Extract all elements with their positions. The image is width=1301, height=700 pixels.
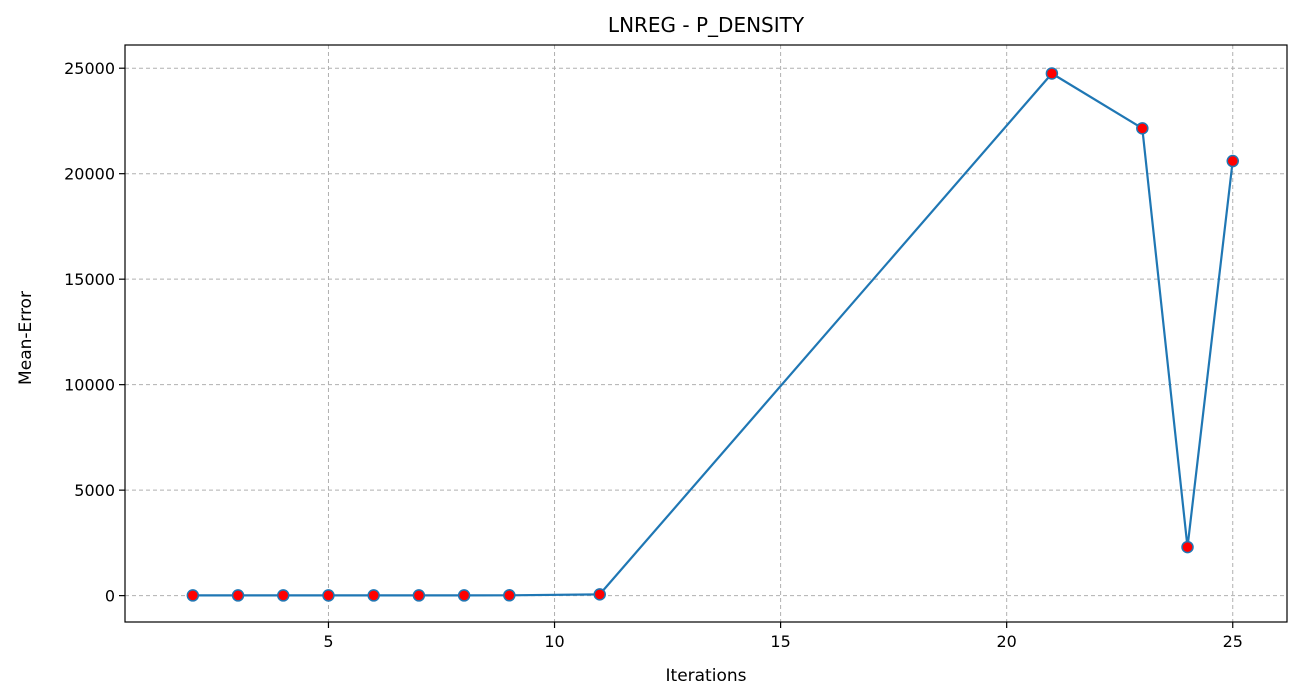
data-point bbox=[1136, 122, 1149, 135]
x-axis-label: Iterations bbox=[666, 666, 747, 686]
data-point bbox=[367, 589, 380, 602]
x-tick-label: 20 bbox=[996, 632, 1016, 651]
data-point bbox=[457, 589, 471, 602]
data-point bbox=[1181, 540, 1194, 554]
plot-frame bbox=[124, 44, 1288, 623]
data-point bbox=[276, 589, 290, 602]
y-tick-label: 5000 bbox=[74, 481, 115, 500]
data-point bbox=[231, 589, 245, 602]
data-point bbox=[1045, 67, 1059, 80]
y-tick-label: 25000 bbox=[64, 59, 115, 78]
series-layer bbox=[186, 67, 1239, 602]
y-tick-label: 20000 bbox=[64, 165, 115, 184]
data-point bbox=[322, 589, 335, 602]
y-tick-label: 0 bbox=[105, 587, 115, 606]
x-tick-label: 15 bbox=[770, 632, 790, 651]
y-tick-label: 10000 bbox=[64, 376, 115, 395]
x-tick-label: 10 bbox=[544, 632, 564, 651]
data-point bbox=[186, 589, 200, 602]
chart-title: LNREG - P_DENSITY bbox=[608, 13, 805, 37]
y-tick-label: 15000 bbox=[64, 270, 115, 289]
y-axis-label: Mean-Error bbox=[16, 291, 36, 385]
x-tick-label: 5 bbox=[323, 632, 333, 651]
data-point bbox=[412, 589, 426, 602]
data-point bbox=[503, 589, 516, 602]
data-point bbox=[593, 588, 606, 601]
x-tick-label: 25 bbox=[1223, 632, 1243, 651]
grid bbox=[125, 45, 1287, 622]
axis-ticks: 5 10 15 20 25 0 5000 10000 15000 20000 25000 bbox=[64, 59, 1243, 651]
data-point bbox=[1226, 154, 1239, 168]
series-line bbox=[192, 72, 1234, 597]
